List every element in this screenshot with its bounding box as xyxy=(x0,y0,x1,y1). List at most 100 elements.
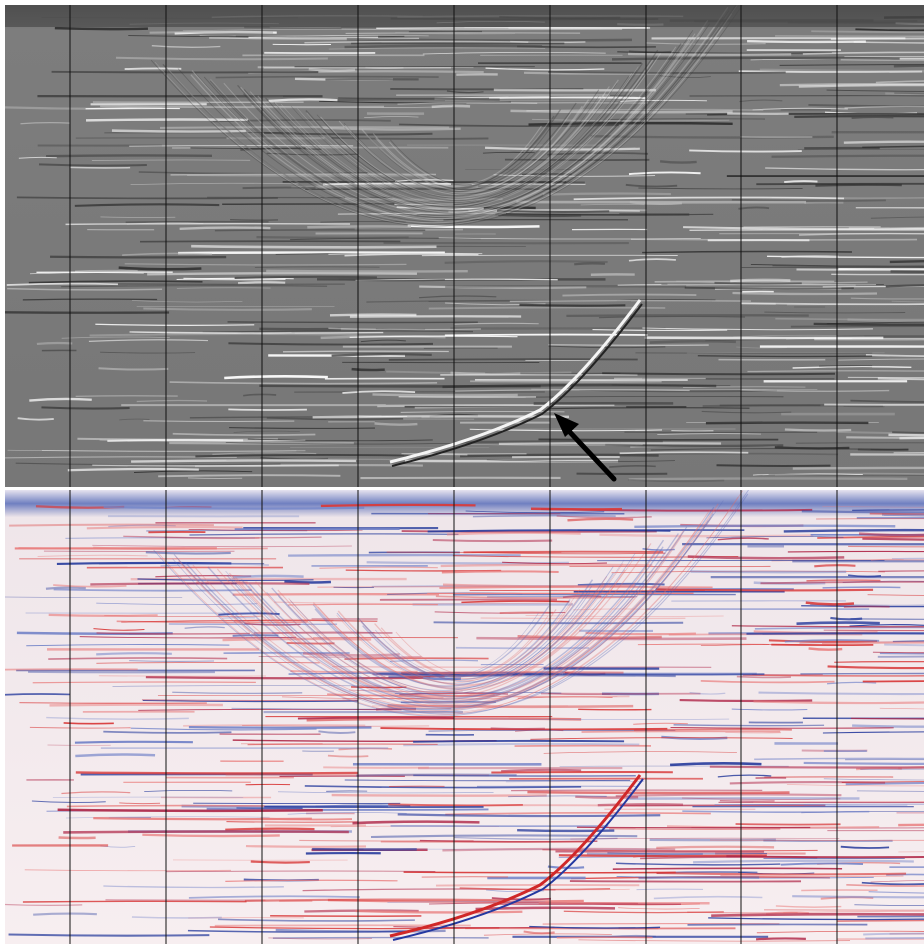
reflector xyxy=(884,643,924,647)
reflector xyxy=(37,554,148,558)
reflector xyxy=(736,675,791,679)
reflector xyxy=(752,473,863,476)
reflector xyxy=(231,707,452,710)
reflector xyxy=(602,372,835,376)
reflector xyxy=(88,339,209,342)
reflector xyxy=(894,92,924,95)
reflector xyxy=(637,643,769,646)
reflector xyxy=(374,422,418,426)
reflector xyxy=(169,381,438,385)
reflector xyxy=(268,937,372,940)
reflector xyxy=(845,782,924,786)
reflector xyxy=(735,823,841,826)
reflector xyxy=(419,285,587,289)
reflector xyxy=(435,595,635,599)
reflector xyxy=(461,600,570,604)
reflector xyxy=(254,266,380,268)
reflector xyxy=(577,582,665,587)
reflector xyxy=(771,196,924,199)
reflector xyxy=(41,406,130,410)
reflector xyxy=(5,693,70,696)
reflector xyxy=(304,785,582,789)
reflector xyxy=(490,727,545,730)
fold-reflector xyxy=(243,43,682,212)
reflector xyxy=(804,201,844,205)
reflector xyxy=(528,121,733,126)
reflector xyxy=(344,44,543,49)
reflector xyxy=(879,652,924,655)
reflector xyxy=(432,538,553,543)
reflector xyxy=(779,82,924,87)
reflector xyxy=(840,845,890,849)
reflector xyxy=(149,31,274,34)
reflector xyxy=(508,795,607,798)
reflector xyxy=(124,67,182,71)
reflector xyxy=(709,765,924,769)
reflector xyxy=(781,255,839,258)
reflector xyxy=(63,830,349,834)
reflector xyxy=(731,708,808,711)
reflector xyxy=(827,665,924,670)
reflector xyxy=(625,183,678,188)
reflector xyxy=(686,352,885,354)
reflector xyxy=(278,791,494,794)
reflector xyxy=(548,693,611,695)
reflector xyxy=(427,529,671,533)
reflector xyxy=(98,367,169,371)
fold-reflector xyxy=(362,605,550,679)
reflector xyxy=(338,278,445,282)
reflector xyxy=(714,281,802,285)
reflector xyxy=(617,51,832,54)
fold-reflector xyxy=(237,36,698,214)
reflector xyxy=(653,895,763,900)
reflector xyxy=(387,901,546,903)
reflector xyxy=(225,827,315,831)
reflector xyxy=(870,216,924,219)
reflector xyxy=(112,685,382,687)
reflector xyxy=(129,660,215,662)
reflector xyxy=(616,876,874,879)
reflector xyxy=(847,318,924,323)
reflector xyxy=(272,936,489,939)
reflector xyxy=(708,917,924,921)
fold-reflector xyxy=(390,122,555,186)
reflector xyxy=(846,436,924,439)
reflector xyxy=(331,136,489,140)
reflector xyxy=(95,323,255,326)
arrow-head xyxy=(554,413,579,437)
reflector xyxy=(433,621,684,625)
reflector xyxy=(142,833,280,838)
reflector xyxy=(556,936,653,939)
reflector xyxy=(345,32,581,34)
reflector xyxy=(581,730,781,733)
reflector xyxy=(376,26,651,30)
reflector xyxy=(493,174,656,177)
reflector xyxy=(498,213,582,218)
reflector xyxy=(56,561,232,565)
reflector xyxy=(548,70,786,74)
reflector xyxy=(143,420,295,422)
reflector xyxy=(282,696,444,699)
reflector xyxy=(856,790,924,792)
reflector xyxy=(346,37,632,42)
reflector xyxy=(365,66,404,70)
fold-reflector xyxy=(338,92,606,196)
reflector xyxy=(445,812,711,816)
fold-reflector xyxy=(314,579,594,687)
reflector xyxy=(93,628,145,631)
reflector xyxy=(444,260,608,264)
reflector xyxy=(747,40,866,44)
reflector xyxy=(523,930,555,935)
reflector xyxy=(509,300,751,303)
reflector xyxy=(438,237,701,240)
reflector xyxy=(144,790,233,792)
reflector xyxy=(580,203,645,206)
reflector xyxy=(847,574,882,578)
reflector xyxy=(151,45,221,48)
fold-reflector xyxy=(243,49,659,210)
reflector xyxy=(875,80,924,84)
reflector xyxy=(372,393,518,397)
reflector xyxy=(768,639,878,643)
